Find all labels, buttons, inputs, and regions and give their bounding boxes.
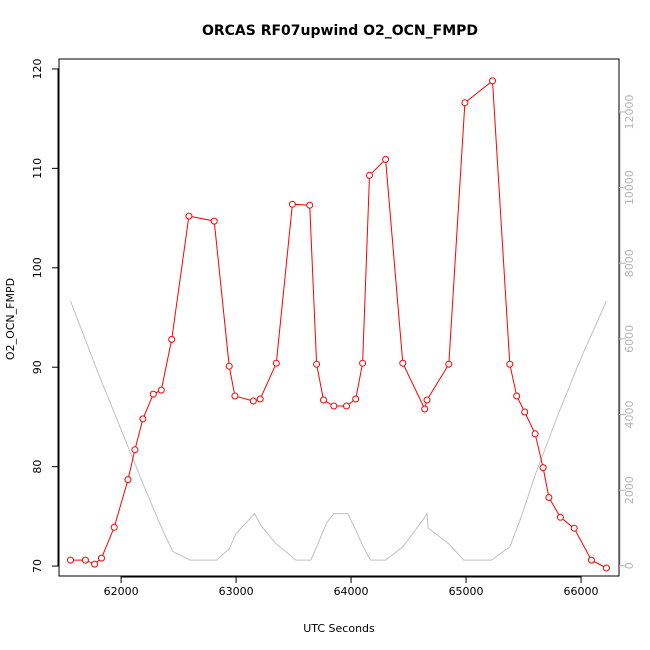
data-point bbox=[343, 402, 350, 410]
data-point bbox=[131, 446, 139, 454]
data-point bbox=[545, 494, 553, 501]
y2-tick-label: 10000 bbox=[623, 170, 636, 205]
data-point bbox=[506, 360, 514, 368]
y2-tick-label: 6000 bbox=[623, 325, 636, 353]
x-axis-label: UTC Seconds bbox=[303, 622, 375, 635]
data-point bbox=[359, 359, 367, 367]
data-point bbox=[570, 524, 578, 532]
data-point bbox=[489, 77, 496, 85]
data-point bbox=[521, 408, 529, 416]
data-point bbox=[124, 476, 132, 484]
data-point bbox=[382, 155, 390, 163]
data-point bbox=[67, 556, 74, 564]
y-axis-label: O2_OCN_FMPD bbox=[4, 278, 17, 360]
data-point bbox=[587, 556, 595, 564]
data-point bbox=[320, 396, 327, 404]
data-point bbox=[185, 212, 193, 220]
secondary-series-line bbox=[70, 300, 607, 561]
data-point bbox=[445, 360, 453, 368]
y2-tick-label: 4000 bbox=[623, 401, 636, 429]
data-point bbox=[110, 523, 118, 531]
data-point bbox=[231, 392, 239, 400]
y-tick-label: 90 bbox=[31, 360, 44, 374]
y-tick-label: 110 bbox=[31, 158, 44, 179]
series-layer bbox=[67, 77, 610, 572]
data-point bbox=[168, 335, 176, 343]
y-tick-label: 80 bbox=[31, 460, 44, 474]
data-point bbox=[306, 201, 314, 209]
x-tick-label: 65000 bbox=[449, 585, 484, 598]
data-point bbox=[461, 99, 469, 107]
plot-frame bbox=[58, 58, 620, 577]
y2-tick-label: 12000 bbox=[623, 94, 636, 129]
data-point bbox=[81, 556, 89, 564]
data-point bbox=[366, 171, 373, 179]
data-point bbox=[539, 464, 547, 472]
data-point bbox=[139, 415, 147, 423]
data-point bbox=[157, 386, 165, 394]
data-point bbox=[249, 397, 257, 405]
y2-tick-label: 8000 bbox=[623, 249, 636, 277]
data-point bbox=[556, 513, 564, 521]
y-tick-label: 120 bbox=[31, 58, 44, 79]
y2-tick-label: 2000 bbox=[623, 476, 636, 504]
data-point bbox=[288, 200, 296, 208]
data-point bbox=[98, 554, 105, 562]
y-tick-label: 100 bbox=[31, 257, 44, 278]
data-point bbox=[531, 430, 539, 438]
data-point bbox=[225, 362, 233, 370]
data-point bbox=[149, 390, 157, 398]
data-point bbox=[513, 392, 521, 400]
data-point bbox=[210, 217, 218, 225]
x-tick-label: 64000 bbox=[334, 585, 369, 598]
chart-title: ORCAS RF07upwind O2_OCN_FMPD bbox=[202, 23, 478, 39]
data-point bbox=[313, 360, 321, 368]
data-point bbox=[423, 396, 431, 404]
data-point bbox=[272, 359, 280, 367]
x-tick-label: 62000 bbox=[104, 585, 139, 598]
data-point bbox=[330, 402, 338, 410]
data-point bbox=[256, 395, 264, 403]
axes-layer: 62000 63000 64000 65000 66000 70 80 90 100 110 120… bbox=[31, 58, 636, 598]
data-point bbox=[91, 560, 99, 568]
y-tick-label: 70 bbox=[31, 559, 44, 573]
y2-tick-label: 0 bbox=[623, 562, 636, 569]
x-tick-label: 66000 bbox=[564, 585, 599, 598]
data-point bbox=[352, 395, 360, 403]
data-point bbox=[602, 564, 610, 572]
x-tick-label: 63000 bbox=[219, 585, 254, 598]
data-point bbox=[399, 359, 407, 367]
data-point bbox=[421, 405, 429, 413]
primary-series-line bbox=[70, 79, 607, 569]
